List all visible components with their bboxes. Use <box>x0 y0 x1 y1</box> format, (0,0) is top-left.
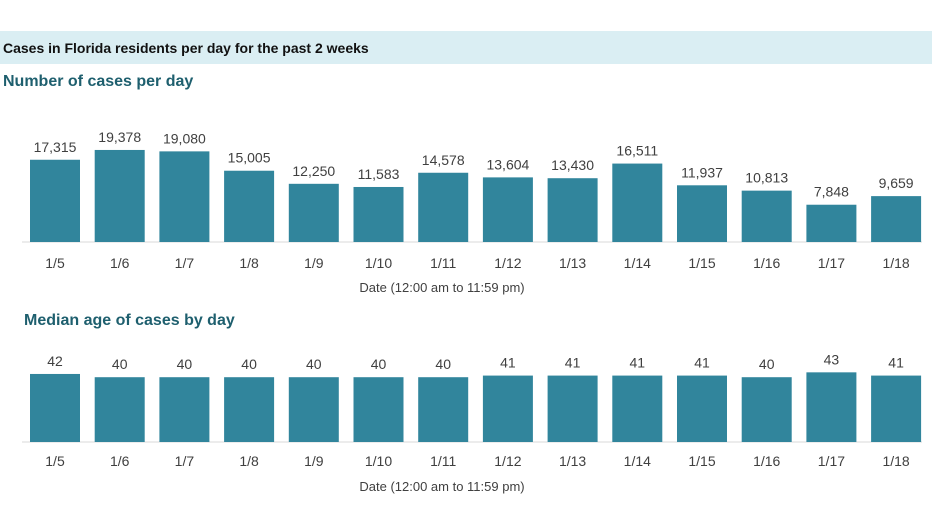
data-label: 40 <box>177 356 193 372</box>
bar-1-16 <box>741 190 792 242</box>
x-tick-label: 1/12 <box>494 453 521 469</box>
bar-1-8 <box>224 170 275 242</box>
x-tick-label: 1/13 <box>559 255 586 271</box>
x-tick-label: 1/6 <box>110 453 130 469</box>
x-tick-label: 1/18 <box>882 255 909 271</box>
x-tick-label: 1/7 <box>175 453 195 469</box>
data-label: 10,813 <box>745 170 788 186</box>
median-age-chart-title: Median age of cases by day <box>24 312 235 329</box>
x-tick-label: 1/11 <box>430 453 456 469</box>
data-label: 16,511 <box>616 143 658 159</box>
x-tick-label: 1/15 <box>688 255 715 271</box>
bar-1-10 <box>353 377 404 442</box>
bar-1-14 <box>612 163 663 242</box>
data-label: 7,848 <box>814 184 849 200</box>
data-label: 42 <box>47 353 63 369</box>
x-tick-label: 1/5 <box>45 255 65 271</box>
data-label: 40 <box>112 356 128 372</box>
data-label: 11,583 <box>358 166 400 182</box>
data-label: 19,378 <box>98 129 141 145</box>
bar-1-10 <box>353 186 404 242</box>
x-tick-label: 1/18 <box>882 453 909 469</box>
data-label: 13,430 <box>551 157 594 173</box>
x-axis-label: Date (12:00 am to 11:59 pm) <box>359 479 524 494</box>
header-banner: Cases in Florida residents per day for t… <box>0 31 932 64</box>
data-label: 14,578 <box>422 152 465 168</box>
x-tick-label: 1/14 <box>624 255 651 271</box>
cases-chart-title: Number of cases per day <box>3 73 194 90</box>
data-label: 15,005 <box>228 150 271 166</box>
x-tick-label: 1/12 <box>494 255 521 271</box>
bar-1-12 <box>482 375 533 442</box>
data-label: 40 <box>241 356 257 372</box>
data-label: 19,080 <box>163 130 206 146</box>
bar-1-17 <box>806 372 857 442</box>
data-label: 40 <box>435 356 451 372</box>
bar-1-5 <box>30 373 80 442</box>
x-axis-label: Date (12:00 am to 11:59 pm) <box>359 280 524 295</box>
cases-per-day-chart: 17,315 1/5 19,378 1/6 19,080 1/7 15,005 1/8 12,2… <box>22 129 922 295</box>
x-tick-label: 1/8 <box>239 453 259 469</box>
bar-1-13 <box>547 375 598 442</box>
bar-1-13 <box>547 178 598 242</box>
median-age-chart: 42 1/5 40 1/6 40 1/7 40 1/8 40 1/9 40 1/10 40 1/11 41 1… <box>22 351 922 494</box>
bar-1-8 <box>224 377 275 442</box>
bar-1-15 <box>677 375 727 442</box>
x-tick-label: 1/16 <box>753 255 780 271</box>
x-tick-label: 1/11 <box>430 255 456 271</box>
x-tick-label: 1/10 <box>365 255 392 271</box>
x-tick-label: 1/17 <box>818 453 845 469</box>
x-tick-label: 1/13 <box>559 453 586 469</box>
bar-1-15 <box>677 185 727 242</box>
data-label: 41 <box>694 355 710 371</box>
x-tick-label: 1/10 <box>365 453 392 469</box>
bar-1-16 <box>741 377 792 442</box>
data-label: 43 <box>824 351 840 367</box>
bar-1-7 <box>159 151 210 242</box>
data-label: 40 <box>759 356 775 372</box>
x-tick-label: 1/16 <box>753 453 780 469</box>
x-tick-label: 1/5 <box>45 453 65 469</box>
bar-1-7 <box>159 377 210 442</box>
data-label: 11,937 <box>681 164 723 180</box>
x-tick-label: 1/17 <box>818 255 845 271</box>
data-label: 40 <box>306 356 322 372</box>
bar-1-14 <box>612 375 663 442</box>
bar-1-12 <box>482 177 533 242</box>
x-tick-label: 1/6 <box>110 255 130 271</box>
x-tick-label: 1/7 <box>175 255 195 271</box>
data-label: 13,604 <box>486 156 529 172</box>
data-label: 41 <box>565 355 581 371</box>
bar-1-9 <box>288 183 339 242</box>
x-tick-label: 1/9 <box>304 255 324 271</box>
x-tick-label: 1/15 <box>688 453 715 469</box>
banner-title: Cases in Florida residents per day for t… <box>3 40 369 56</box>
bar-1-17 <box>806 204 857 242</box>
bar-1-9 <box>288 377 339 442</box>
data-label: 12,250 <box>292 163 335 179</box>
x-tick-label: 1/14 <box>624 453 651 469</box>
bar-1-11 <box>418 377 469 442</box>
bar-1-18 <box>871 196 922 242</box>
bar-1-6 <box>94 149 145 242</box>
x-tick-label: 1/9 <box>304 453 324 469</box>
bar-1-5 <box>30 159 80 242</box>
bar-1-18 <box>871 375 922 442</box>
data-label: 17,315 <box>34 139 77 155</box>
data-label: 9,659 <box>879 175 914 191</box>
data-label: 41 <box>500 355 516 371</box>
data-label: 40 <box>371 356 387 372</box>
bar-1-11 <box>418 172 469 242</box>
bar-1-6 <box>94 377 145 442</box>
data-label: 41 <box>630 355 646 371</box>
x-tick-label: 1/8 <box>239 255 259 271</box>
data-label: 41 <box>888 355 904 371</box>
